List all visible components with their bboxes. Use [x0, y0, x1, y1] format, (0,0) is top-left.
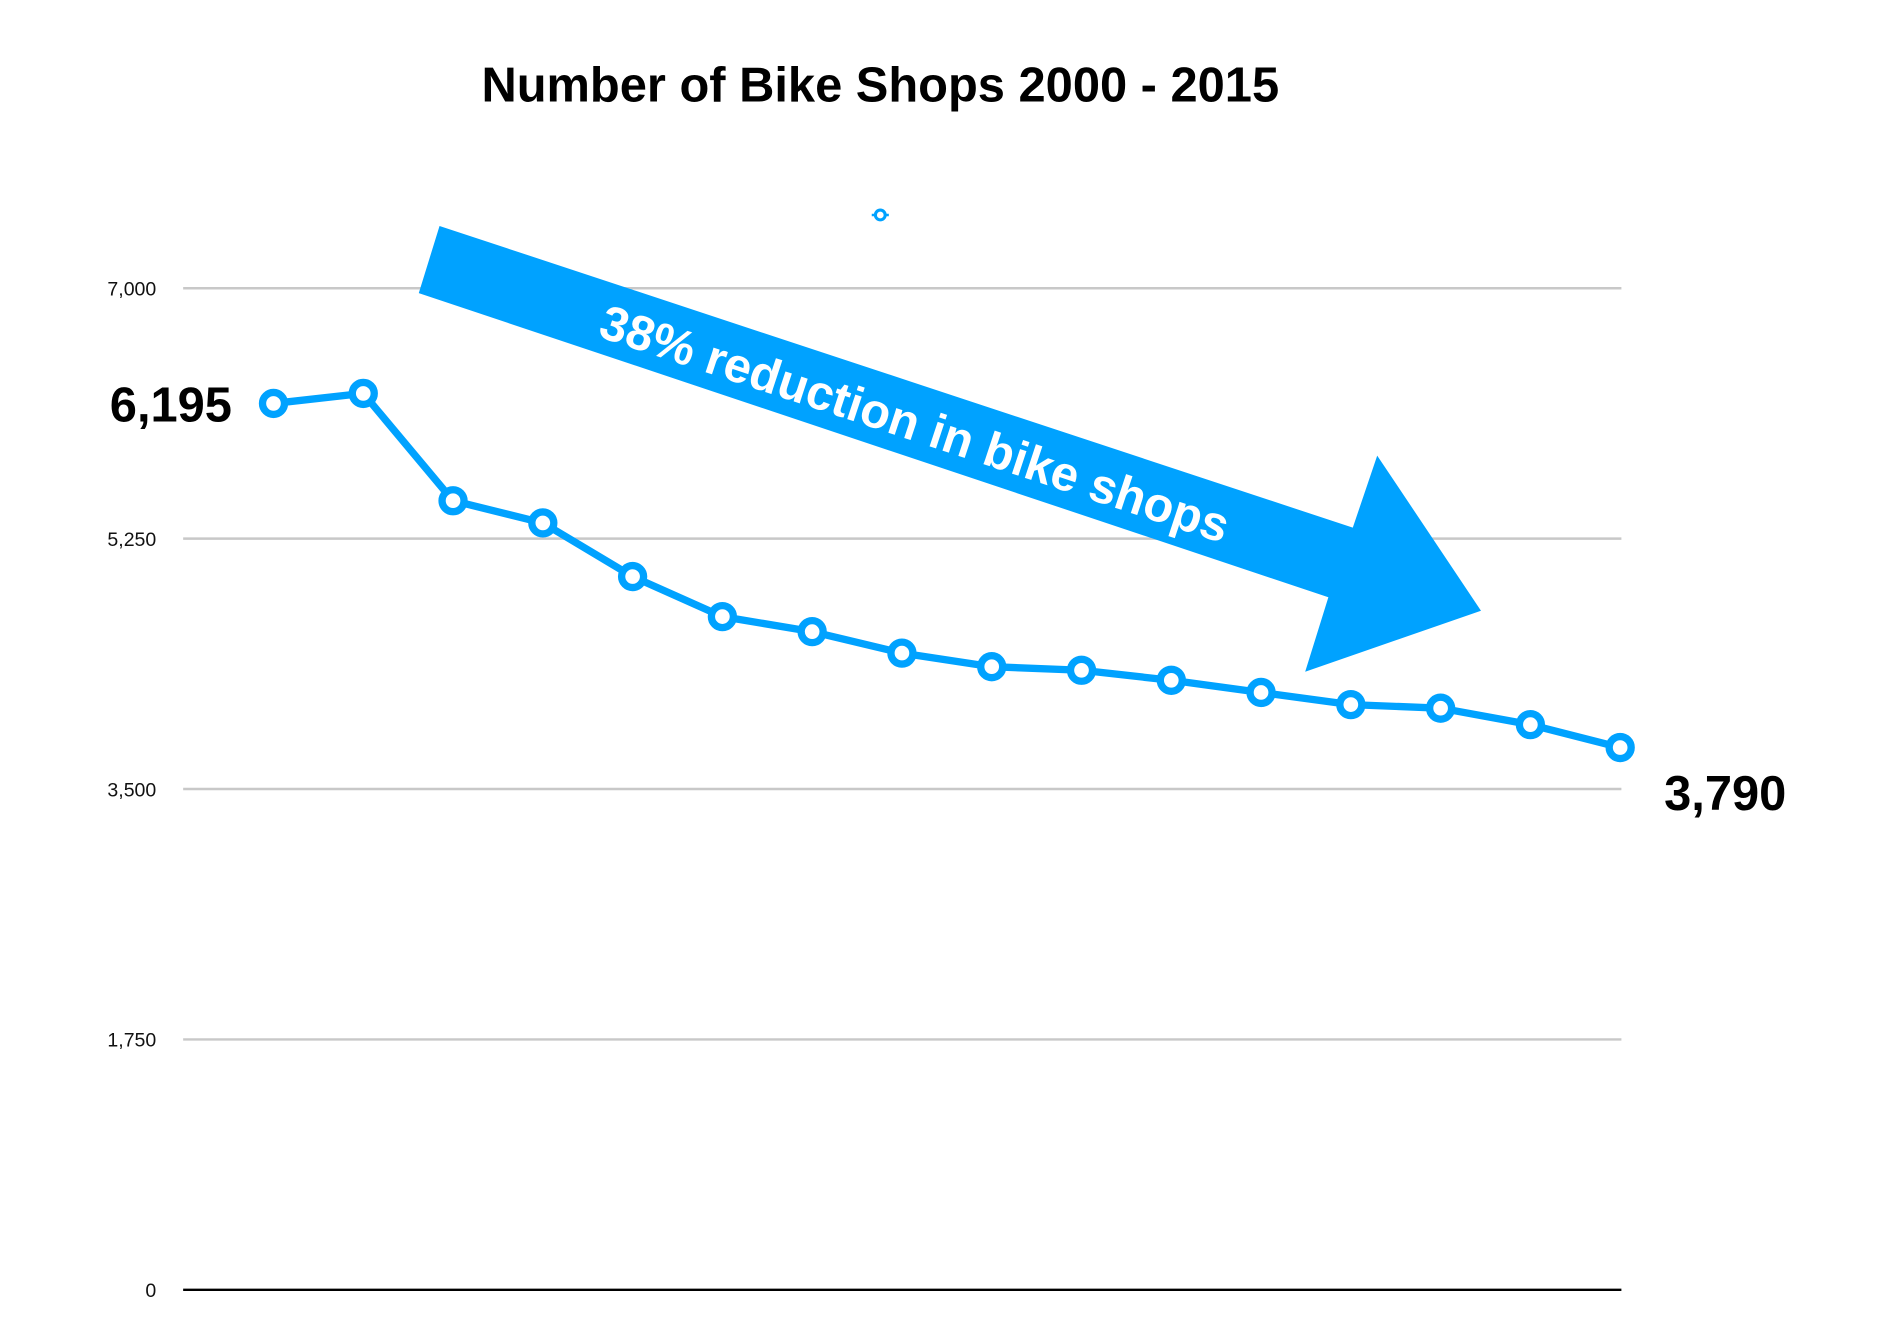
y-tick-label: 5,250 [107, 529, 156, 551]
arrow-shape [418, 225, 1481, 672]
chart-title: Number of Bike Shops 2000 - 2015 [481, 58, 1279, 112]
series-line [273, 389, 1622, 752]
y-tick-label: 0 [145, 1280, 156, 1302]
reduction-arrow: 38% reduction in bike shops [418, 225, 1481, 672]
data-point-2006 [797, 616, 827, 647]
data-point-2011 [1246, 677, 1276, 708]
data-point-2010 [1156, 665, 1186, 695]
data-point-2007 [887, 638, 917, 668]
data-point-2001 [348, 378, 378, 409]
data-point-2004 [617, 561, 648, 592]
legend-marker [871, 208, 889, 222]
data-point-2012 [1336, 689, 1366, 720]
data-point-2013 [1425, 693, 1456, 723]
data-point-2015 [1605, 732, 1635, 763]
data-point-2000 [258, 388, 289, 419]
y-tick-label: 1,750 [107, 1030, 156, 1052]
data-point-2009 [1066, 655, 1097, 685]
y-tick-label: 3,500 [107, 779, 156, 801]
y-tick-label: 7,000 [107, 279, 156, 301]
arrow-label: 38% reduction in bike shops [593, 295, 1236, 553]
data-point-2005 [707, 601, 738, 632]
data-point-2014 [1515, 709, 1546, 740]
end-value-label: 3,790 [1664, 767, 1786, 821]
data-point-2003 [528, 508, 558, 538]
data-point-2008 [977, 652, 1007, 682]
start-value-label: 6,195 [110, 378, 232, 432]
y-axis-ticks: 0 1,750 3,500 5,250 7,000 [107, 279, 156, 1303]
data-points [258, 378, 1635, 763]
data-point-2002 [438, 486, 468, 516]
